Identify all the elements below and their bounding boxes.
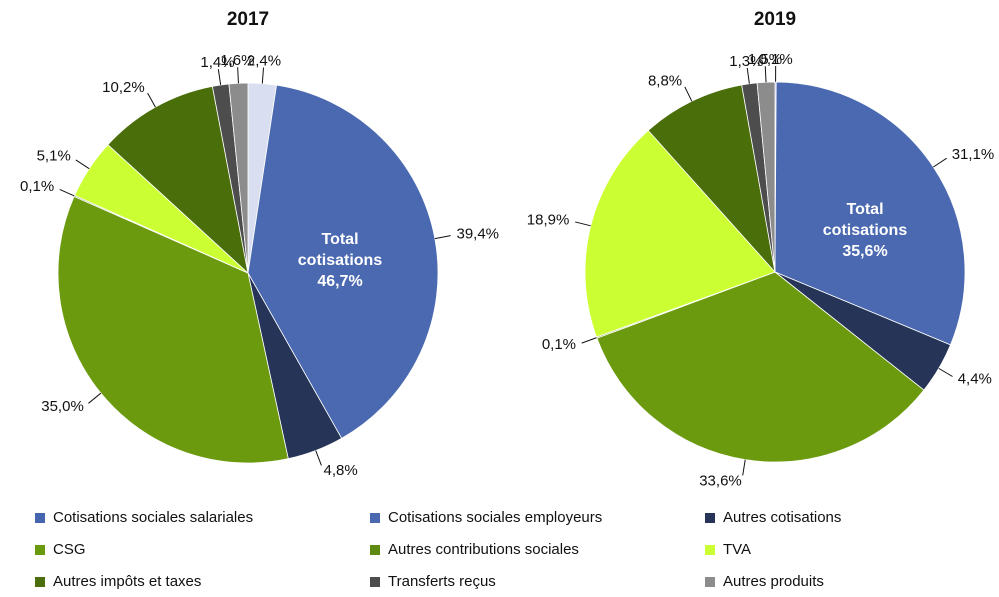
legend-swatch bbox=[370, 545, 380, 555]
leader-line bbox=[315, 450, 322, 466]
pie-slice bbox=[756, 81, 776, 273]
data-label: 1,5% bbox=[748, 51, 782, 68]
legend-label: CSG bbox=[53, 541, 86, 558]
leader-line bbox=[933, 157, 947, 168]
legend-label: Autres cotisations bbox=[723, 509, 841, 526]
data-label: 1,6% bbox=[220, 52, 254, 69]
legend-swatch bbox=[705, 545, 715, 555]
data-label: 0,1% bbox=[20, 178, 54, 195]
legend-label: Transferts reçus bbox=[388, 573, 496, 590]
data-label: 39,4% bbox=[456, 226, 499, 243]
leader-line bbox=[59, 188, 75, 197]
annotation: 46,7% bbox=[317, 273, 362, 290]
legend-label: TVA bbox=[723, 541, 751, 558]
legend-swatch bbox=[705, 577, 715, 587]
legend-label: Autres produits bbox=[723, 573, 824, 590]
data-label: 33,6% bbox=[699, 472, 742, 489]
leader-line bbox=[75, 159, 90, 170]
leader-line bbox=[88, 392, 102, 404]
annotation: 35,6% bbox=[842, 243, 887, 260]
legend-label: Autres impôts et taxes bbox=[53, 573, 201, 590]
data-label: 8,8% bbox=[648, 72, 682, 89]
chart-title: 2017 bbox=[227, 9, 269, 30]
leader-line bbox=[938, 367, 953, 377]
leader-line bbox=[746, 67, 750, 84]
data-label: 1,4% bbox=[200, 54, 234, 71]
legend-swatch bbox=[35, 545, 45, 555]
leader-line bbox=[684, 86, 693, 102]
pie-slice bbox=[57, 195, 289, 464]
leader-line bbox=[581, 337, 597, 344]
legend-label: Cotisations sociales salariales bbox=[53, 509, 253, 526]
leader-line bbox=[217, 69, 222, 86]
leader-line bbox=[147, 92, 156, 108]
pie-slice bbox=[596, 271, 925, 463]
leader-line bbox=[237, 67, 239, 84]
legend-label: Autres contributions sociales bbox=[388, 541, 579, 558]
leader-line bbox=[575, 221, 591, 227]
pie-slice bbox=[647, 84, 776, 274]
data-label: 4,4% bbox=[958, 371, 992, 388]
pie-slice bbox=[247, 84, 439, 439]
data-label: 0,1% bbox=[759, 51, 793, 68]
pie-slice bbox=[107, 85, 249, 275]
data-label: 35,0% bbox=[41, 398, 84, 415]
data-label: 10,2% bbox=[102, 79, 145, 96]
data-label: 4,8% bbox=[324, 462, 358, 479]
leader-line bbox=[261, 67, 265, 84]
legend-swatch bbox=[35, 577, 45, 587]
legend-swatch bbox=[370, 513, 380, 523]
legend-swatch bbox=[370, 577, 380, 587]
annotation: Total bbox=[321, 231, 358, 248]
legend-swatch bbox=[705, 513, 715, 523]
data-label: 0,1% bbox=[542, 336, 576, 353]
annotation: cotisations bbox=[823, 222, 908, 239]
data-label: 1,3% bbox=[729, 53, 763, 70]
pie-slice bbox=[774, 81, 966, 346]
leader-line bbox=[434, 235, 451, 240]
annotation: cotisations bbox=[298, 252, 383, 269]
leader-line bbox=[764, 66, 767, 83]
data-label: 2,4% bbox=[247, 53, 281, 70]
legend-swatch bbox=[35, 513, 45, 523]
leader-line bbox=[742, 459, 746, 476]
data-label: 18,9% bbox=[527, 211, 570, 228]
chart-title: 2019 bbox=[754, 9, 796, 30]
annotation: Total bbox=[846, 201, 883, 218]
legend-label: Cotisations sociales employeurs bbox=[388, 509, 602, 526]
data-label: 31,1% bbox=[952, 146, 995, 163]
data-label: 5,1% bbox=[37, 148, 71, 165]
